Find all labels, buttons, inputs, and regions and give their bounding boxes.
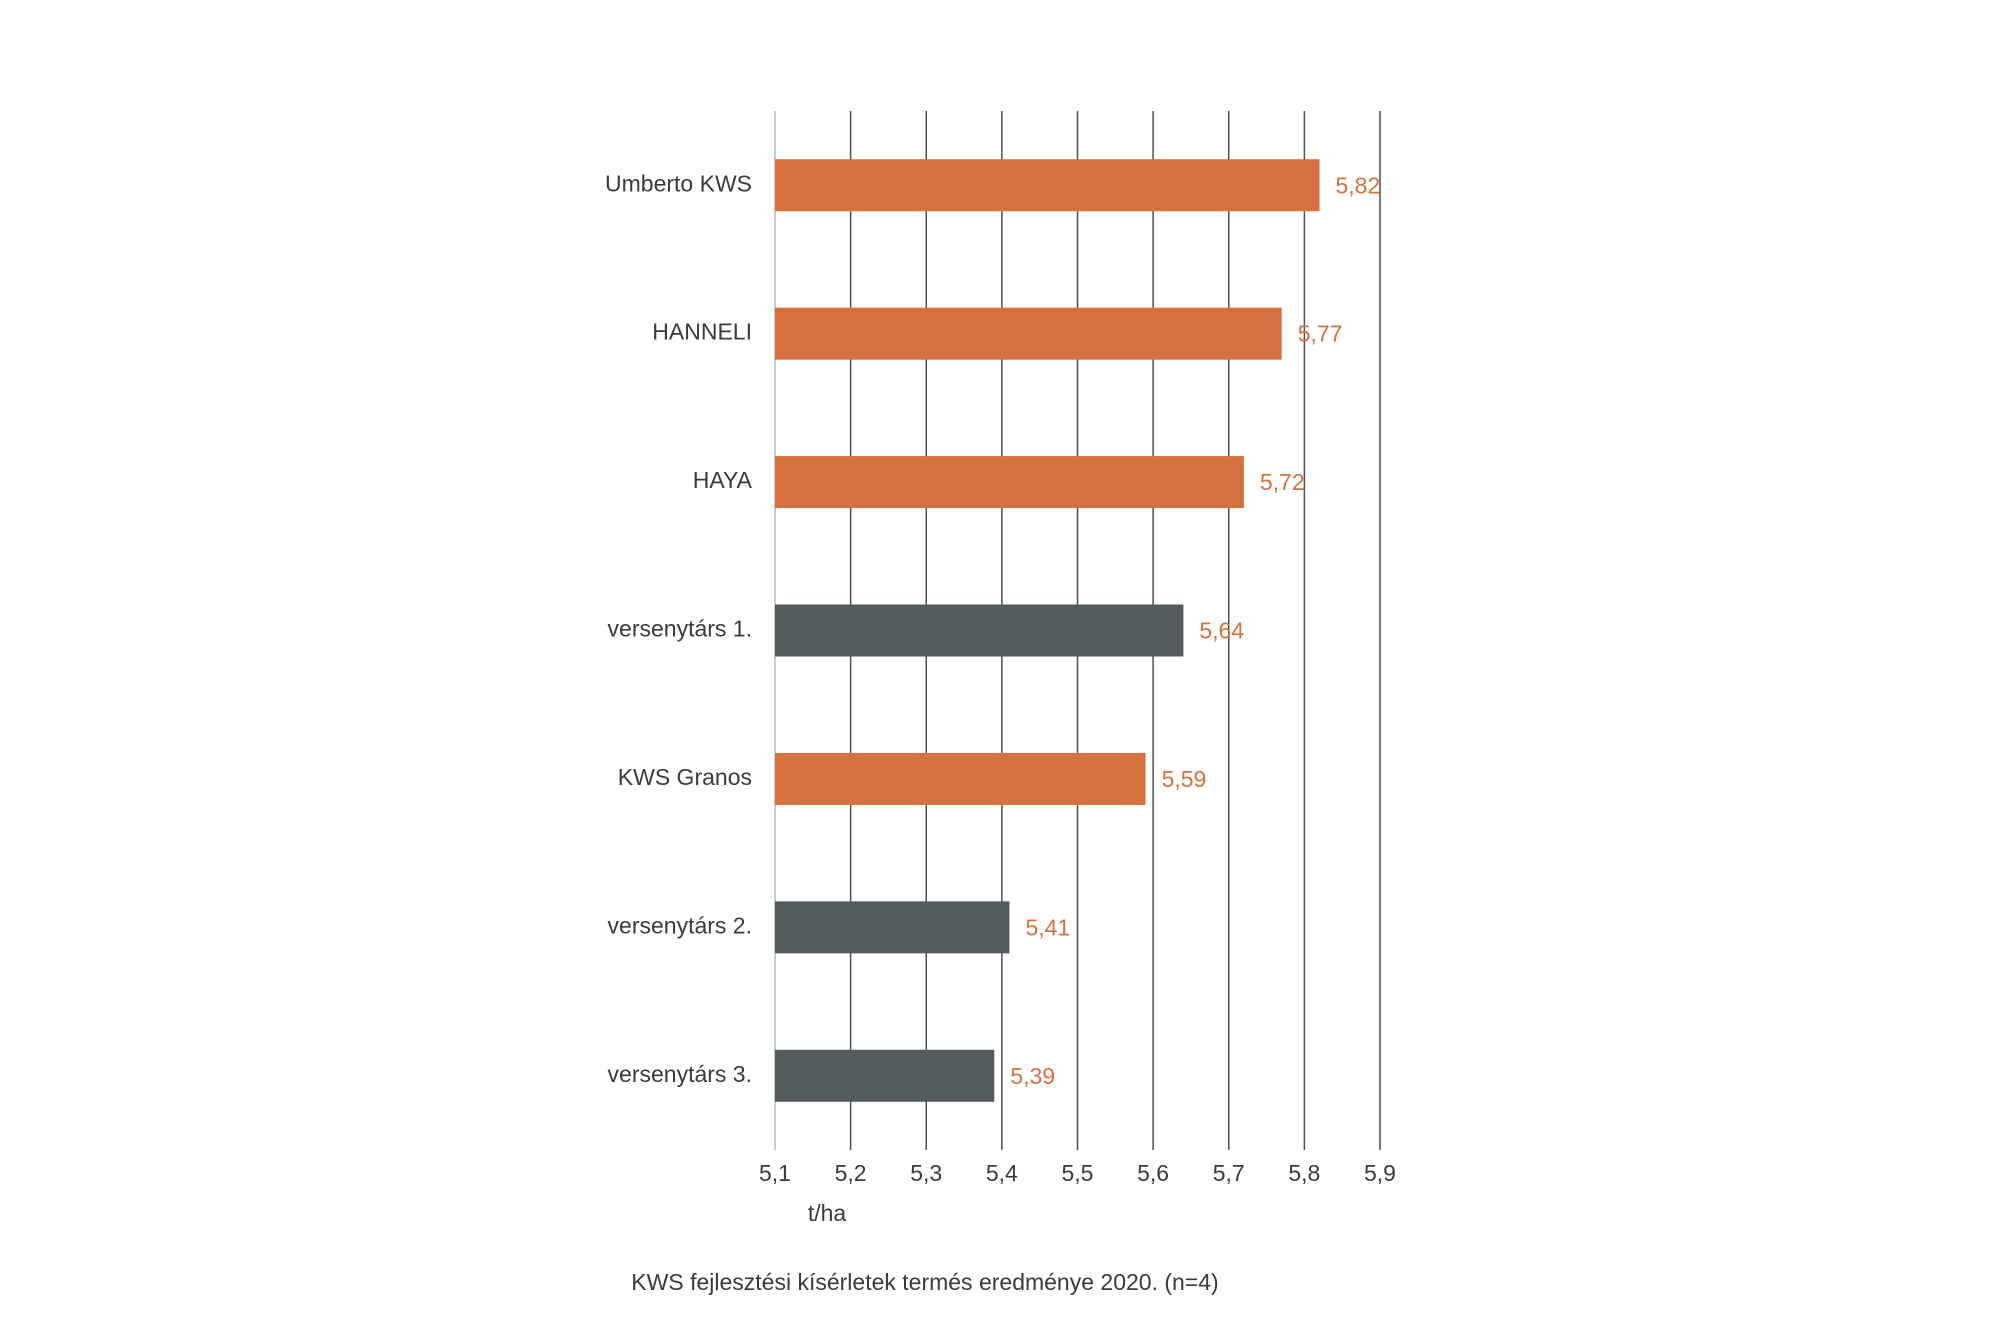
x-axis-label: t/ha [808,1200,847,1226]
y-tick-label: Umberto KWS [605,170,752,196]
value-label: 5,77 [1298,321,1343,347]
bar [775,307,1282,360]
bar [775,159,1320,212]
x-tick-label: 5,1 [759,1160,791,1186]
chart-caption: KWS fejlesztési kísérletek termés eredmé… [631,1269,1218,1295]
y-tick-label: versenytárs 1. [608,616,752,642]
value-label: 5,59 [1162,766,1207,792]
x-tick-label: 5,4 [986,1160,1018,1186]
value-label: 5,72 [1260,469,1305,495]
value-label: 5,64 [1199,618,1244,644]
bar [775,1049,995,1102]
x-tick-label: 5,8 [1288,1160,1320,1186]
value-label: 5,82 [1336,172,1381,198]
bar [775,456,1244,509]
x-tick-label: 5,7 [1213,1160,1245,1186]
x-tick-label: 5,3 [910,1160,942,1186]
value-label: 5,39 [1010,1063,1055,1089]
y-tick-label: HAYA [693,467,753,493]
x-tick-label: 5,5 [1062,1160,1094,1186]
value-label: 5,41 [1025,914,1070,940]
y-tick-label: versenytárs 2. [608,912,752,938]
y-tick-label: HANNELI [652,319,752,345]
y-tick-label: KWS Granos [618,764,752,790]
bar [775,752,1146,805]
bar [775,604,1184,657]
y-tick-label: versenytárs 3. [608,1061,752,1087]
x-tick-label: 5,9 [1364,1160,1396,1186]
bar [775,901,1010,954]
x-tick-label: 5,6 [1137,1160,1169,1186]
x-tick-label: 5,2 [835,1160,867,1186]
